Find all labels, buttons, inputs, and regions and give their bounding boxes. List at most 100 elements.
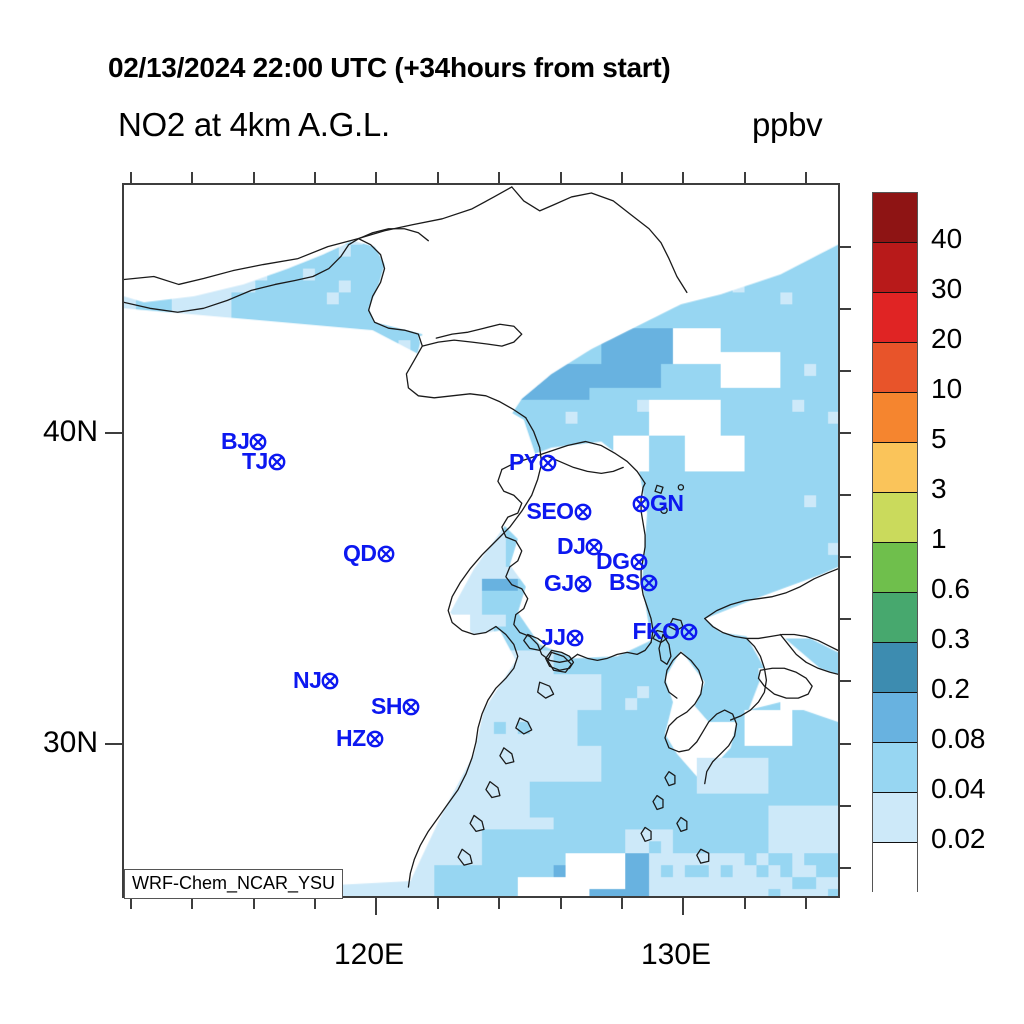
colorbar-label-30: 30	[931, 273, 963, 304]
city-marker-bs[interactable]: BS	[609, 571, 658, 594]
city-label-hz: HZ	[336, 725, 366, 751]
lon-tick-top	[191, 172, 193, 183]
lat-tick-right	[840, 743, 851, 745]
lon-major-tick-130e	[682, 898, 684, 915]
colorbar-label-0.04: 0.04	[931, 773, 986, 804]
lon-tick-top	[621, 172, 623, 183]
city-marker-gj[interactable]: GJ	[544, 572, 592, 595]
colorbar-band-1	[873, 243, 917, 293]
lon-minor-tick	[805, 898, 807, 909]
colorbar-band-8	[873, 593, 917, 643]
lon-major-tick-120e	[375, 898, 377, 915]
city-label-qd: QD	[343, 540, 377, 566]
lat-label-30n: 30N	[42, 726, 98, 759]
station-cross-icon	[680, 623, 698, 641]
city-label-gj: GJ	[544, 570, 574, 596]
colorbar-band-13	[873, 843, 917, 893]
no2-concentration-heatmap	[124, 185, 838, 896]
city-label-bj: BJ	[221, 428, 250, 454]
colorbar-band-2	[873, 293, 917, 343]
page-title: 02/13/2024 22:00 UTC (+34hours from star…	[108, 52, 671, 83]
lon-minor-tick	[130, 898, 132, 909]
station-cross-icon	[574, 503, 592, 521]
lon-minor-tick	[253, 898, 255, 909]
lon-label-120e: 120E	[334, 938, 405, 971]
colorbar-label-0.08: 0.08	[931, 723, 986, 754]
colorbar-label-0.6: 0.6	[931, 573, 970, 604]
map-plot-area[interactable]	[122, 183, 840, 898]
colorbar-label-0.02: 0.02	[931, 823, 986, 854]
city-marker-sh[interactable]: SH	[371, 695, 420, 718]
lon-tick-top	[437, 172, 439, 183]
lat-major-tick-40n	[105, 432, 122, 434]
city-label-seo: SEO	[526, 498, 575, 524]
station-cross-icon	[321, 672, 339, 690]
lat-tick-right	[840, 680, 851, 682]
lat-tick-right	[840, 805, 851, 807]
city-marker-gn[interactable]: GN	[632, 492, 684, 515]
colorbar-label-40: 40	[931, 223, 963, 254]
city-marker-dg[interactable]: DG	[596, 550, 648, 573]
colorbar-band-12	[873, 793, 917, 843]
colorbar-label-0.2: 0.2	[931, 673, 970, 704]
station-cross-icon	[366, 730, 384, 748]
city-marker-tj[interactable]: TJ	[242, 450, 286, 473]
lat-label-40n: 40N	[42, 415, 98, 448]
city-label-gn: GN	[650, 490, 684, 516]
city-label-nj: NJ	[293, 667, 322, 693]
city-label-dj: DJ	[557, 533, 586, 559]
lat-tick-right	[840, 556, 851, 558]
colorbar-band-3	[873, 343, 917, 393]
colorbar-band-7	[873, 543, 917, 593]
city-label-py: PY	[509, 449, 539, 475]
city-marker-seo[interactable]: SEO	[527, 500, 592, 523]
city-marker-jj[interactable]: JJ	[541, 626, 584, 649]
lon-tick-top	[682, 172, 684, 183]
colorbar-label-1: 1	[931, 523, 947, 554]
city-marker-bj[interactable]: BJ	[221, 430, 267, 453]
lon-minor-tick	[498, 898, 500, 909]
colorbar-band-5	[873, 443, 917, 493]
lon-minor-tick	[191, 898, 193, 909]
city-marker-nj[interactable]: NJ	[293, 669, 339, 692]
lat-tick-right	[840, 432, 851, 434]
colorbar-label-3: 3	[931, 473, 947, 504]
colorbar-band-0	[873, 193, 917, 243]
city-marker-hz[interactable]: HZ	[336, 727, 384, 750]
station-cross-icon	[630, 553, 648, 571]
city-marker-py[interactable]: PY	[509, 451, 557, 474]
lon-tick-top	[498, 172, 500, 183]
colorbar-band-10	[873, 693, 917, 743]
colorbar-tick-labels: 40 30 20 10 5 3 1 0.6 0.3 0.2 0.08 0.04 0.02	[931, 192, 1023, 892]
lat-tick-right	[840, 618, 851, 620]
city-label-dg: DG	[596, 548, 630, 574]
colorbar-label-0.3: 0.3	[931, 623, 970, 654]
colorbar-band-6	[873, 493, 917, 543]
colorbar-band-4	[873, 393, 917, 443]
units-label: ppbv	[752, 106, 823, 143]
field-subtitle: NO2 at 4km A.G.L.	[118, 106, 390, 143]
city-label-tj: TJ	[242, 448, 268, 474]
lon-tick-top	[253, 172, 255, 183]
lat-tick-right	[840, 246, 851, 248]
station-cross-icon	[402, 698, 420, 716]
lon-minor-tick	[314, 898, 316, 909]
city-marker-fko[interactable]: FKO	[633, 620, 698, 643]
lon-tick-top	[375, 172, 377, 183]
colorbar-label-5: 5	[931, 423, 947, 454]
station-cross-icon	[632, 495, 650, 513]
lon-minor-tick	[560, 898, 562, 909]
city-marker-dj[interactable]: DJ	[557, 535, 603, 558]
city-marker-qd[interactable]: QD	[343, 542, 395, 565]
colorbar-label-20: 20	[931, 323, 963, 354]
colorbar[interactable]	[872, 192, 918, 893]
lon-tick-top	[314, 172, 316, 183]
city-label-fko: FKO	[632, 618, 681, 644]
station-cross-icon	[268, 453, 286, 471]
lon-tick-top	[744, 172, 746, 183]
lon-label-130e: 130E	[641, 938, 712, 971]
city-label-jj: JJ	[541, 624, 566, 650]
lat-tick-right	[840, 370, 851, 372]
lon-minor-tick	[437, 898, 439, 909]
station-cross-icon	[585, 538, 603, 556]
